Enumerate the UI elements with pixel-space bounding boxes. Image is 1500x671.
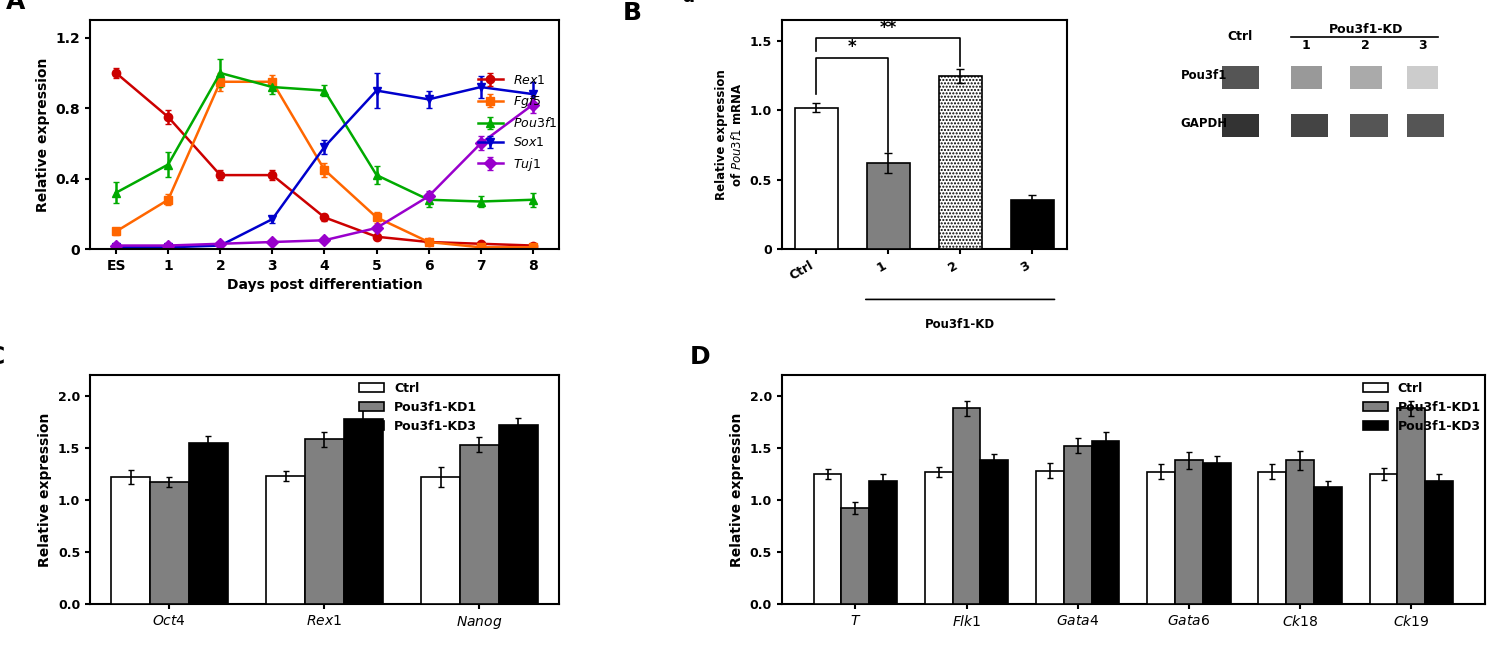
- Bar: [304, 440, 344, 604]
- Bar: [1258, 472, 1286, 604]
- Bar: [1314, 487, 1342, 604]
- Y-axis label: Relative expression: Relative expression: [39, 412, 53, 566]
- Bar: [952, 408, 981, 604]
- Text: a: a: [682, 0, 694, 6]
- Bar: [344, 419, 382, 604]
- Bar: [868, 481, 897, 604]
- Text: 3: 3: [1418, 39, 1426, 52]
- Bar: [795, 107, 838, 249]
- Bar: [842, 508, 868, 604]
- X-axis label: Days post differentiation: Days post differentiation: [226, 278, 423, 293]
- Bar: [1221, 66, 1258, 89]
- Bar: [460, 445, 500, 604]
- Bar: [189, 443, 228, 604]
- Legend: Ctrl, Pou3f1-KD1, Pou3f1-KD3: Ctrl, Pou3f1-KD1, Pou3f1-KD3: [354, 376, 483, 438]
- Bar: [500, 425, 537, 604]
- Bar: [1064, 446, 1092, 604]
- Text: Pou3f1-KD: Pou3f1-KD: [1329, 23, 1402, 36]
- Bar: [150, 482, 189, 604]
- Text: D: D: [690, 344, 711, 368]
- Y-axis label: Relative expression
of $\mathit{Pou3f1}$ mRNA: Relative expression of $\mathit{Pou3f1}$…: [716, 69, 744, 200]
- Text: C: C: [0, 344, 4, 368]
- Bar: [1148, 472, 1174, 604]
- Legend: Ctrl, Pou3f1-KD1, Pou3f1-KD3: Ctrl, Pou3f1-KD1, Pou3f1-KD3: [1358, 376, 1486, 438]
- Text: **: **: [879, 19, 897, 37]
- Bar: [1350, 114, 1388, 137]
- Text: A: A: [6, 0, 26, 13]
- Bar: [1221, 114, 1258, 137]
- Text: 2: 2: [1362, 39, 1370, 52]
- Bar: [1398, 408, 1425, 604]
- Y-axis label: Relative expression: Relative expression: [36, 58, 50, 212]
- Bar: [1290, 66, 1322, 89]
- Bar: [1350, 66, 1382, 89]
- Bar: [1203, 464, 1230, 604]
- Text: B: B: [622, 1, 642, 25]
- Text: *: *: [847, 38, 856, 56]
- Bar: [1011, 201, 1053, 249]
- Bar: [981, 460, 1008, 604]
- Bar: [1370, 474, 1398, 604]
- Bar: [867, 163, 910, 249]
- Bar: [1092, 441, 1119, 604]
- Bar: [1036, 470, 1064, 604]
- Bar: [813, 474, 842, 604]
- Bar: [926, 472, 952, 604]
- Y-axis label: Relative expression: Relative expression: [730, 412, 744, 566]
- Bar: [422, 477, 460, 604]
- Bar: [267, 476, 305, 604]
- Bar: [1425, 481, 1454, 604]
- Text: 1: 1: [1302, 39, 1311, 52]
- Legend: $\mathit{Rex1}$, $\mathit{Fgf5}$, $\mathit{Pou3f1}$, $\mathit{Sox1}$, $\mathit{T: $\mathit{Rex1}$, $\mathit{Fgf5}$, $\math…: [472, 68, 562, 178]
- Bar: [111, 477, 150, 604]
- Bar: [1407, 66, 1438, 89]
- Text: Ctrl: Ctrl: [1228, 30, 1252, 43]
- Text: Pou3f1: Pou3f1: [1180, 68, 1227, 82]
- Bar: [1286, 460, 1314, 604]
- Bar: [939, 76, 981, 249]
- Text: Pou3f1-KD: Pou3f1-KD: [926, 318, 994, 331]
- Bar: [1407, 114, 1444, 137]
- Bar: [1290, 114, 1328, 137]
- Bar: [1174, 460, 1203, 604]
- Text: GAPDH: GAPDH: [1180, 117, 1228, 130]
